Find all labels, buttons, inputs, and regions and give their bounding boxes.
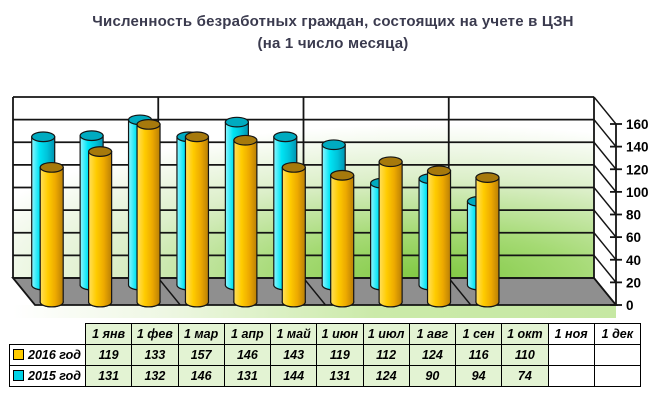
y-axis-label: 40 [626,253,641,268]
y-axis-label: 140 [626,140,649,155]
depth-line [593,232,617,261]
month-header-3: 1 апр [223,323,272,345]
table-corner-cell [9,323,86,345]
y-axis-label: 60 [626,230,641,245]
y-axis-label: 80 [626,208,641,223]
value-cell-r0c2: 157 [177,344,225,366]
series-label-cell-0: 2016 год [9,344,86,366]
month-header-7: 1 авг [408,323,457,345]
value-cell-r0c3: 146 [223,344,272,366]
cylinder-series0-cat4 [233,134,258,308]
value-cell-r0c11 [593,344,642,366]
floor-shadow-strip [13,305,616,318]
y-axis-label: 0 [626,298,634,313]
y-axis-label: 160 [626,117,649,132]
legend-key-icon [13,349,24,360]
y-axis-label: 20 [626,275,641,290]
month-header-9: 1 окт [501,323,549,345]
series-label-text: 2015 год [28,369,82,383]
value-cell-r1c9: 74 [501,365,549,387]
depth-line [593,119,617,148]
cylinder-series0-cat3 [184,131,210,308]
depth-line [593,141,617,170]
cylinder-series0-cat8 [426,165,452,308]
cylinder-series0-cat5 [281,161,306,308]
value-cell-r0c6: 112 [362,344,410,366]
value-cell-r0c4: 143 [269,344,318,366]
value-cell-r0c5: 119 [316,344,364,366]
floor-separator-line [157,277,181,306]
series-label-cell-1: 2015 год [9,365,86,387]
month-header-10: 1 ноя [547,323,595,345]
cylinder-series0-cat2 [136,118,161,308]
value-cell-r0c9: 110 [501,344,549,366]
cylinder-series0-cat1 [88,146,113,308]
floor-separator-line [448,277,472,306]
value-cell-r0c0: 119 [84,344,133,366]
legend-key-icon [13,370,24,381]
value-cell-r0c7: 124 [408,344,457,366]
value-cell-r1c3: 131 [223,365,272,387]
value-cell-r1c8: 94 [454,365,503,387]
chart-title-line1: Численность безработных граждан, состоящ… [92,13,574,30]
value-cell-r0c10 [547,344,595,366]
chart-data-table: 1 янв 1 фев 1 мар 1 апр 1 май 1 июн 1 июл 1 авг… [9,323,642,387]
value-cell-r0c8: 116 [454,344,503,366]
month-header-8: 1 сен [454,323,503,345]
month-header-1: 1 фев [131,323,179,345]
depth-line [593,164,617,193]
value-cell-r1c1: 132 [131,365,179,387]
month-header-4: 1 май [269,323,318,345]
value-cell-r1c5: 131 [316,365,364,387]
month-header-6: 1 июл [362,323,410,345]
depth-line [593,187,617,215]
month-header-0: 1 янв [84,323,133,345]
depth-line [593,254,617,283]
chart-title: Численность безработных граждан, состоящ… [0,11,666,55]
value-cell-r1c6: 124 [362,365,410,387]
depth-line [593,96,617,125]
value-cell-r1c7: 90 [408,365,457,387]
floor-separator-line [302,277,327,306]
cylinder-series0-cat9 [475,172,500,308]
month-header-5: 1 июн [316,323,364,345]
month-header-2: 1 мар [177,323,225,345]
depth-line [593,277,617,306]
chart-title-line2: (на 1 число месяца) [257,35,409,52]
y-axis-label: 120 [626,162,649,177]
cylinder-series0-cat0 [39,161,64,308]
value-cell-r1c11 [593,365,642,387]
month-header-11: 1 дек [593,323,642,345]
cylinder-series0-cat7 [378,156,403,308]
value-cell-r1c4: 144 [269,365,318,387]
value-cell-r1c10 [547,365,595,387]
cylinder-series0-cat6 [330,169,355,308]
value-cell-r1c0: 131 [84,365,133,387]
series-label-text: 2016 год [28,348,82,362]
y-axis-label: 100 [626,185,649,200]
depth-line [593,209,617,238]
value-cell-r0c1: 133 [131,344,179,366]
value-cell-r1c2: 146 [177,365,225,387]
